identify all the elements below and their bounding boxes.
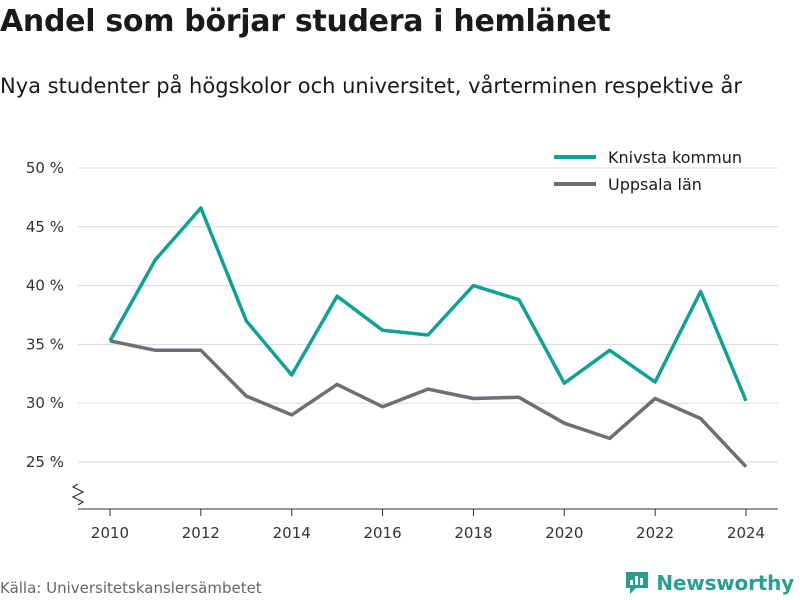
series-line-uppsala-län [109, 339, 748, 468]
brand-name: Newsworthy [656, 571, 794, 595]
y-tick-label: 25 % [26, 453, 64, 471]
x-tick-label: 2010 [91, 524, 129, 542]
y-tick-label: 45 % [26, 218, 64, 236]
chart-subtitle: Nya studenter på högskolor och universit… [0, 74, 742, 98]
newsworthy-logo-icon [626, 572, 649, 594]
y-tick-label: 30 % [26, 394, 64, 412]
legend: Knivsta kommun Uppsala län [554, 148, 742, 194]
y-tick-label: 50 % [26, 159, 64, 177]
series-lines [108, 206, 748, 468]
chart-title: Andel som börjar studera i hemlänet [0, 4, 611, 39]
axis-break-icon [71, 483, 85, 506]
x-tick-label: 2022 [636, 524, 674, 542]
y-tick-label: 35 % [26, 335, 64, 353]
legend-label: Knivsta kommun [608, 148, 742, 167]
x-tick-label: 2018 [454, 524, 492, 542]
x-tick-label: 2024 [727, 524, 765, 542]
x-tick-label: 2014 [273, 524, 311, 542]
series-line-knivsta-kommun [108, 206, 748, 402]
source-note: Källa: Universitetskanslersämbetet [0, 579, 262, 597]
x-tick-label: 2012 [182, 524, 220, 542]
x-axis: 2010 2012 2014 2016 2018 2020 2022 2024 [78, 508, 778, 542]
gridlines [78, 167, 778, 463]
y-axis: 25 % 30 % 35 % 40 % 45 % 50 % [26, 159, 85, 506]
x-tick-label: 2016 [363, 524, 401, 542]
y-tick-label: 40 % [26, 277, 64, 295]
brand: Newsworthy [624, 568, 794, 598]
legend-label: Uppsala län [608, 175, 702, 194]
x-tick-label: 2020 [545, 524, 583, 542]
